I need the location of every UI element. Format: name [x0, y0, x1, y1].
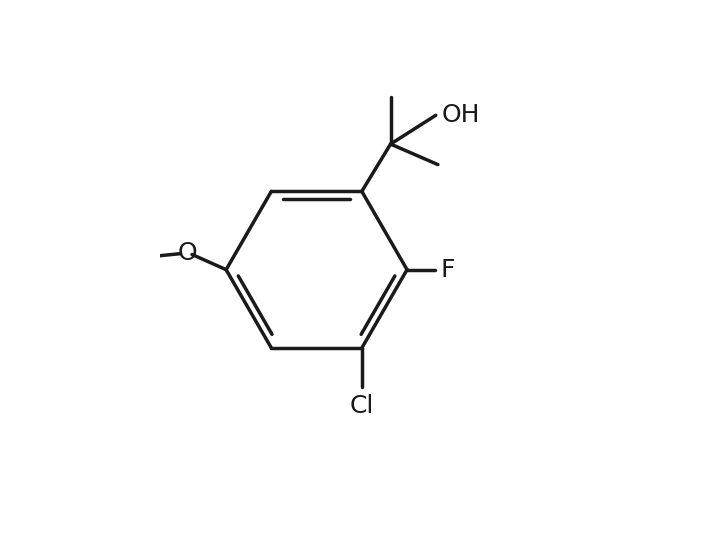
Text: O: O	[177, 241, 197, 265]
Text: F: F	[441, 258, 456, 281]
Text: Cl: Cl	[350, 394, 374, 418]
Text: OH: OH	[441, 103, 480, 127]
